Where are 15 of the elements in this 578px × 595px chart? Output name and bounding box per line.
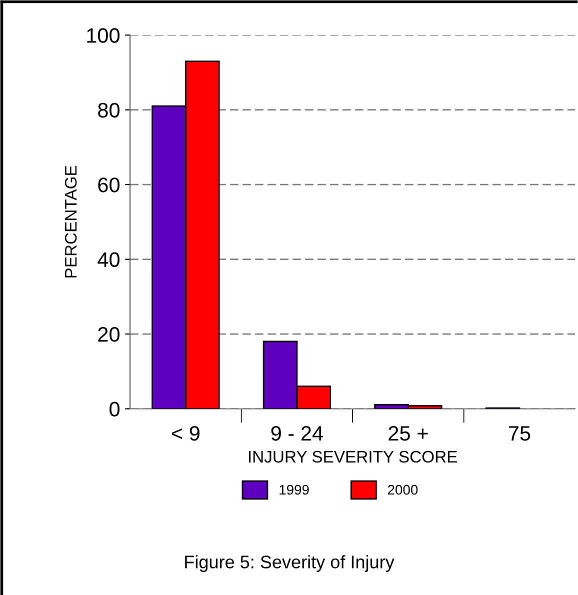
x-tick-label: 75: [508, 426, 530, 441]
x-tick-label: 25 +: [388, 426, 428, 441]
x-axis-title: INJURY SEVERITY SCORE: [248, 450, 457, 463]
x-tick-label: < 9: [172, 426, 200, 441]
text: Figure 5: Severity of Injury: [185, 555, 394, 572]
y-tick-label: 60: [98, 178, 120, 192]
x-tick-label: 9 - 24: [271, 426, 323, 441]
y-tick-label: 40: [98, 252, 120, 268]
legend-label: 1999: [280, 484, 309, 495]
y-tick-label: 0: [110, 402, 120, 417]
y-tick-label: 20: [98, 327, 120, 342]
legend-label: 2000: [388, 484, 418, 495]
y-tick-label: 100: [87, 28, 120, 43]
y-tick-label: 80: [98, 102, 120, 118]
y-axis-title: PERCENTAGE: [64, 166, 77, 278]
